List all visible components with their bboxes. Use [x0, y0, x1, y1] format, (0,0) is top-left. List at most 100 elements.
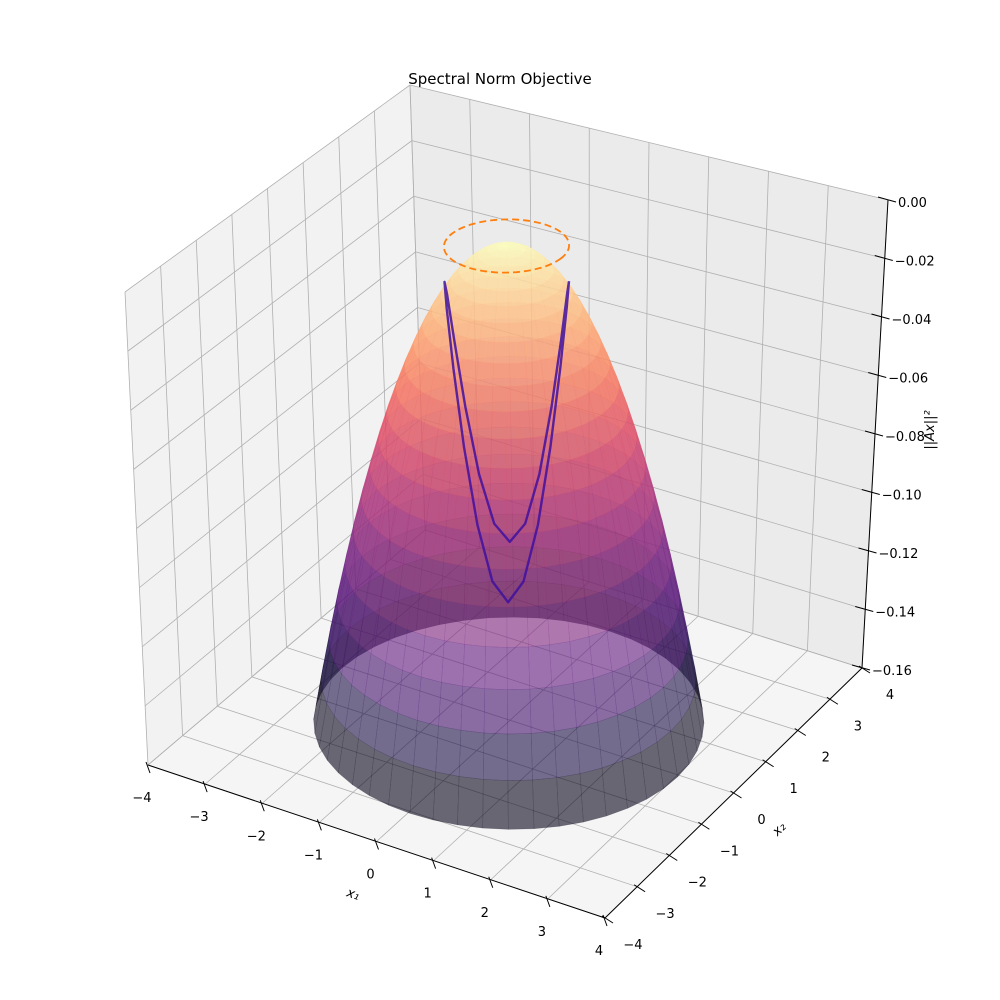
surface-patch — [579, 767, 607, 823]
y-tick-label: −4 — [623, 938, 642, 953]
surface-patch — [551, 683, 577, 732]
y-tick-label: −3 — [656, 907, 675, 922]
surface-patch — [483, 688, 508, 735]
surface-patch — [502, 242, 507, 247]
surface-patch — [468, 531, 489, 570]
surface-patch — [528, 644, 553, 690]
surface-patch — [489, 467, 507, 501]
grid-line-z-left — [136, 307, 418, 529]
x-axis-label: x₁ — [344, 885, 362, 904]
surface-patch — [572, 678, 598, 728]
surface-patch — [656, 635, 675, 688]
x-tick-mark — [374, 838, 379, 850]
x-tick-label: −1 — [304, 848, 323, 863]
y-tick-label: 1 — [789, 782, 797, 797]
x-tick-label: 3 — [538, 925, 546, 940]
z-tick-mark — [868, 372, 887, 378]
surface-patch — [496, 245, 507, 247]
x-tick-mark — [202, 780, 208, 793]
surface-patch — [497, 305, 507, 324]
surface-patch — [496, 245, 507, 248]
constraint-circle — [442, 218, 571, 274]
surface-patch — [444, 600, 467, 645]
z-tick-mark — [871, 313, 890, 320]
surface-patch — [484, 646, 508, 690]
surface-patch — [476, 409, 493, 439]
surface-patch — [599, 343, 611, 372]
y-tick-mark — [601, 915, 614, 924]
z-tick-mark — [851, 664, 871, 671]
surface-patch — [505, 322, 517, 343]
surface-patch — [509, 241, 515, 244]
x-tick-label: 0 — [366, 868, 374, 883]
x-tick-label: −4 — [132, 791, 151, 806]
x-tick-mark — [488, 876, 494, 888]
surface-patch — [447, 563, 469, 605]
surface-patch — [590, 324, 602, 351]
surface-patch — [505, 411, 521, 440]
surface-patch — [450, 528, 471, 568]
x-tick-mark — [145, 761, 151, 774]
surface-patch — [597, 333, 610, 359]
surface-patch — [526, 604, 550, 648]
surface-patch — [506, 245, 511, 252]
y-tick-mark — [794, 728, 807, 736]
z-tick-label: −0.14 — [875, 606, 915, 621]
grid-line-z-left — [130, 195, 414, 411]
surface-patch — [569, 636, 594, 684]
surface-patch — [493, 362, 507, 387]
surface-patch — [581, 304, 592, 326]
surface-patch — [506, 646, 531, 690]
surface-patch — [483, 732, 509, 781]
surface — [313, 241, 705, 830]
grid-line-z-left — [133, 251, 416, 470]
surface-patch — [554, 727, 581, 778]
z-tick-label: −0.06 — [888, 372, 928, 387]
z-tick-label: −0.16 — [872, 664, 912, 679]
surface-patch — [487, 532, 507, 570]
surface-patch — [505, 438, 523, 469]
axes — [145, 196, 897, 927]
surface-patch — [432, 771, 460, 826]
surface-patch — [457, 776, 484, 829]
surface-patch — [505, 467, 524, 501]
surface-patch — [500, 243, 507, 247]
surface-patch — [658, 586, 675, 637]
grid-line-z-back — [409, 84, 889, 201]
x-tick-label: 4 — [595, 944, 603, 959]
z-tick-label: −0.08 — [885, 430, 925, 445]
surface-patch — [524, 247, 536, 254]
surface-patch — [485, 606, 508, 648]
y-tick-label: 0 — [757, 813, 765, 828]
surface-patch — [529, 686, 555, 734]
y-axis-label: x₂ — [769, 820, 789, 840]
surface-patch — [505, 305, 515, 324]
z-tick-mark — [874, 255, 893, 261]
tick-labels: −4 −3 −2 −1 0 1 2 3 4 −4 −3 −2 −1 0 1 2 3 4 0.00 −0.02 −0.04… — [132, 196, 934, 959]
surface-patch — [498, 290, 507, 307]
surface-patch — [424, 596, 448, 641]
surface-patch — [490, 438, 507, 469]
y-tick-label: 2 — [822, 751, 830, 766]
surface-patch — [420, 635, 445, 683]
grid-line-z-back — [411, 140, 885, 259]
surface-patch — [614, 393, 628, 428]
surface-patch — [525, 566, 548, 608]
surface-patch — [482, 779, 509, 830]
grid-line-z-left — [139, 362, 420, 588]
surface-patch — [479, 384, 494, 412]
surface-patch — [417, 676, 442, 727]
surface-patch — [663, 675, 682, 732]
surface-patch — [541, 528, 564, 568]
surface-patch — [642, 515, 658, 561]
surface-patch — [694, 680, 705, 738]
surface-patch — [530, 730, 557, 781]
surface-patch — [505, 362, 519, 387]
y-tick-label: −1 — [720, 844, 739, 859]
surface-patch — [507, 733, 533, 781]
y-tick-label: −2 — [688, 876, 707, 891]
surface-patch — [520, 436, 538, 469]
curves — [442, 218, 571, 604]
surface-patch — [462, 644, 486, 689]
x-tick-mark — [316, 819, 322, 831]
